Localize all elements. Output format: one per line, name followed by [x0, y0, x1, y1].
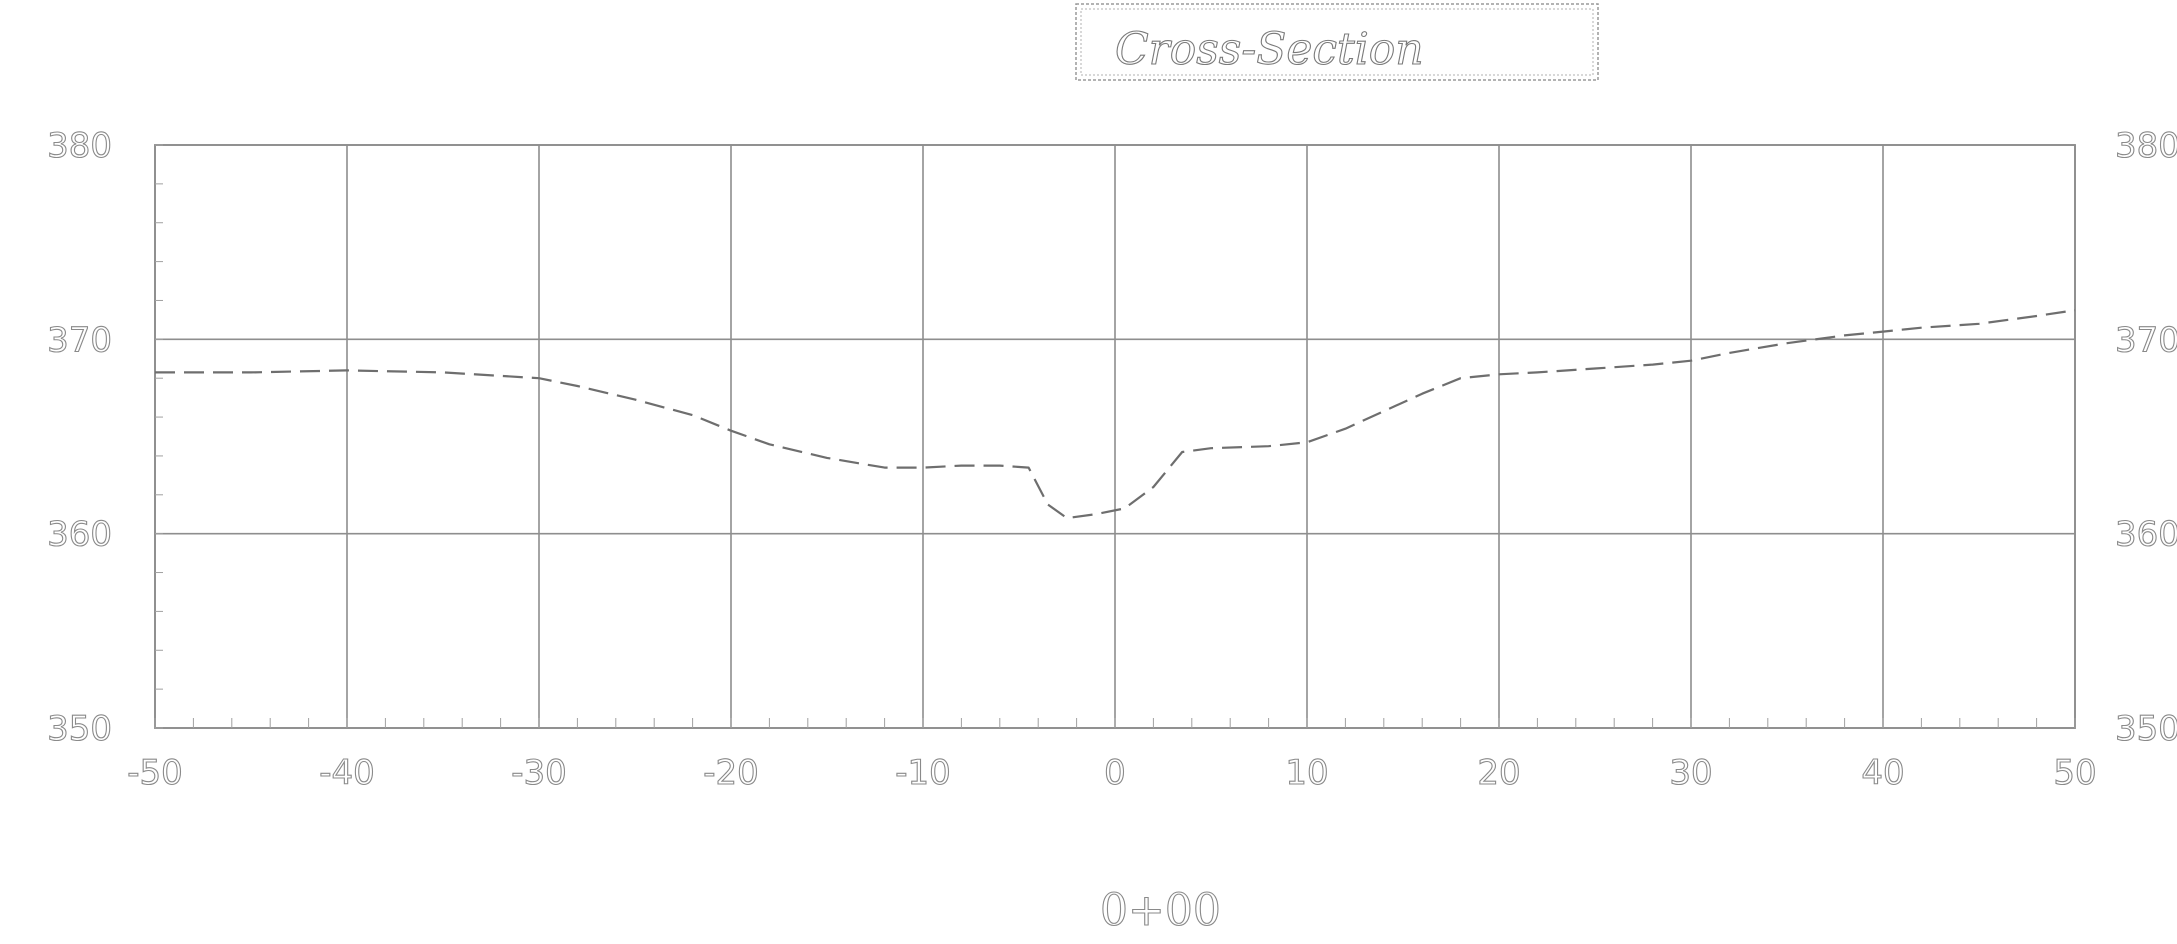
station-label: 0+00	[1100, 885, 1221, 936]
x-tick-label: -30	[511, 753, 567, 793]
title-inner-frame	[1080, 8, 1594, 76]
y-tick-label-left: 380	[47, 126, 112, 166]
grid-lines	[154, 144, 2076, 729]
x-tick-label: -10	[895, 753, 951, 793]
ground-profile-series	[155, 309, 2076, 520]
x-tick-label: 20	[1477, 753, 1520, 793]
x-tick-labels: -50 -40 -30 -20 -10 0 10 20 30 40 50	[127, 752, 2098, 793]
x-tick-label: -50	[127, 753, 183, 793]
chart-title: Cross-Section	[1115, 24, 1424, 75]
y-tick-label-left: 370	[47, 320, 112, 360]
y-tick-label-left: 350	[47, 709, 112, 749]
x-tick-label: 50	[2053, 753, 2096, 793]
y-tick-label-right: 350	[2115, 709, 2177, 749]
y-tick-labels-left: 350 360 370 380	[47, 125, 113, 749]
x-tick-label: -20	[703, 753, 759, 793]
title-frame	[1075, 3, 1599, 81]
x-tick-label: -40	[319, 753, 375, 793]
y-tick-label-left: 360	[47, 515, 112, 555]
y-tick-label-right: 360	[2115, 515, 2177, 555]
y-tick-label-right: 380	[2115, 126, 2177, 166]
x-tick-label: 10	[1285, 753, 1328, 793]
x-tick-label: 40	[1861, 753, 1904, 793]
x-tick-label: 0	[1104, 753, 1126, 793]
minor-ticks	[154, 144, 2076, 729]
y-tick-labels-right: 350 360 370 380	[2114, 125, 2177, 749]
y-tick-label-right: 370	[2115, 320, 2177, 360]
ground-profile-line	[155, 309, 2076, 520]
x-tick-label: 30	[1669, 753, 1712, 793]
